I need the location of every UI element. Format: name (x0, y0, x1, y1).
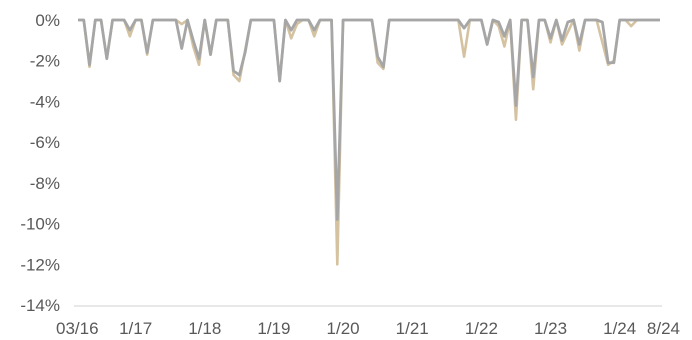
series-lines (78, 20, 660, 264)
y-tick-label: -10% (20, 215, 60, 234)
x-tick-label: 1/21 (396, 319, 429, 338)
x-tick-label: 1/20 (327, 319, 360, 338)
series-line-1 (78, 20, 660, 264)
x-tick-label: 1/18 (188, 319, 221, 338)
x-axis-tick-labels: 03/16 1/17 1/18 1/19 1/20 1/21 1/22 1/23 1/24 8/2… (56, 319, 680, 338)
y-tick-label: -4% (30, 92, 60, 111)
y-tick-label: -2% (30, 52, 60, 71)
y-tick-label: -14% (20, 296, 60, 315)
series-line-2 (78, 20, 660, 220)
x-tick-label: 1/23 (534, 319, 567, 338)
y-tick-label: -8% (30, 174, 60, 193)
y-tick-label: -12% (20, 255, 60, 274)
x-tick-label: 1/24 (603, 319, 636, 338)
x-tick-label: 8/24 (647, 319, 680, 338)
y-tick-label: 0% (35, 11, 60, 30)
y-tick-label: -6% (30, 133, 60, 152)
y-axis-tick-labels: 0% -2% -4% -6% -8% -10% -12% -14% (20, 11, 60, 315)
x-tick-label: 1/19 (257, 319, 290, 338)
x-tick-label: 1/17 (119, 319, 152, 338)
x-tick-label: 03/16 (56, 319, 99, 338)
x-tick-label: 1/22 (465, 319, 498, 338)
